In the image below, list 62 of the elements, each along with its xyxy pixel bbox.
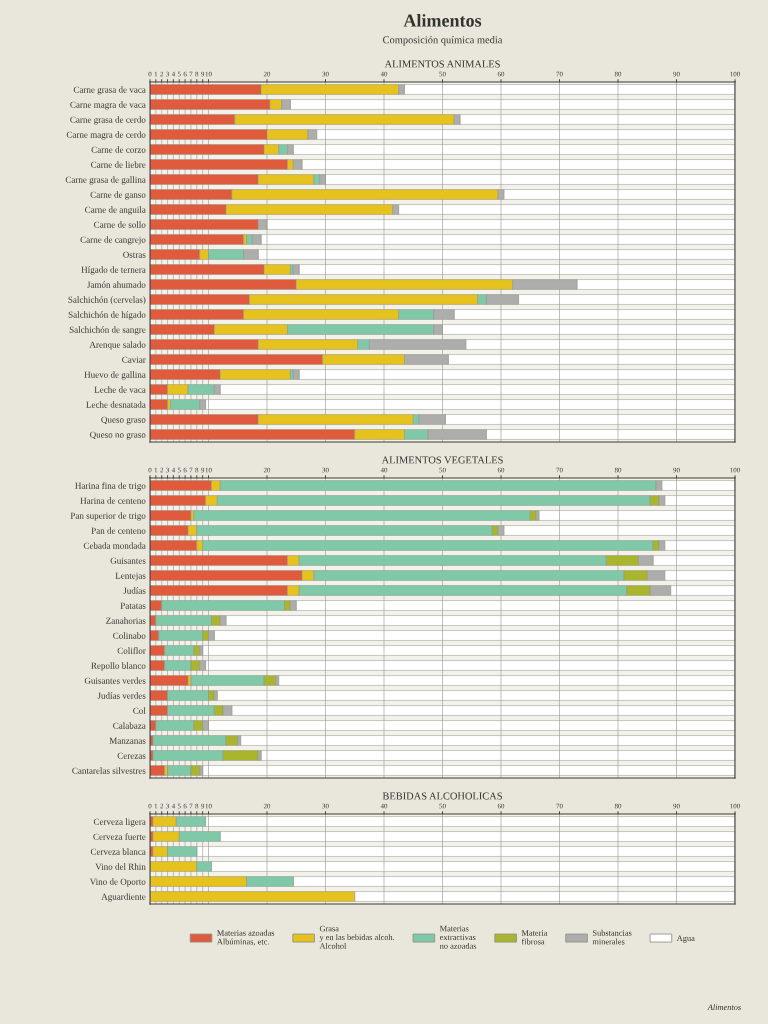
legend-label: Materias extractivas no azoadas <box>439 925 477 949</box>
y-tick-label: Calabaza <box>113 722 146 729</box>
y-tick-label: Carne de corzo <box>91 146 146 153</box>
y-tick-label: Col <box>133 707 146 714</box>
x-axis-title: ALIMENTOS ANIMALES <box>384 60 500 68</box>
y-tick-label: Salchichón de hígado <box>68 311 146 320</box>
y-tick-label: Queso graso <box>101 416 146 425</box>
y-tick-label: Caviar <box>122 356 146 363</box>
chart-title: Alimentos <box>403 14 482 27</box>
legend-label: Materias azoadas Albúminas, etc. <box>216 929 275 946</box>
y-tick-label: Carne de anguila <box>85 206 146 215</box>
y-tick-label: Repollo blanco <box>91 662 146 671</box>
y-tick-label: Harina fina de trigo <box>75 482 146 491</box>
y-tick-label: Guisantes verdes <box>84 677 146 684</box>
y-tick-label: Carne grasa de cerdo <box>70 116 146 125</box>
y-tick-label: Carne de liebre <box>91 161 146 168</box>
legend-label: Grasa y en las bebidas alcoh. Alcohol <box>319 925 395 949</box>
y-tick-label: Vino de Oporto <box>89 878 146 887</box>
y-tick-label: Cerezas <box>117 752 146 759</box>
y-tick-label: Judías verdes <box>97 692 146 699</box>
y-tick-label: Zanahorias <box>106 617 146 624</box>
y-tick-label: Patatas <box>120 602 146 609</box>
y-tick-label: Carne de cangrejo <box>80 236 146 245</box>
text: Alimentos <box>707 1004 741 1011</box>
y-tick-label: Cerveza fuerte <box>93 833 146 840</box>
y-tick-label: Pan superior de trigo <box>70 512 146 521</box>
y-tick-label: Cebada mondada <box>83 542 146 549</box>
y-tick-label: Leche de vaca <box>94 386 146 393</box>
y-tick-label: Judías <box>123 587 146 594</box>
y-tick-label: Aguardiente <box>101 893 146 902</box>
y-tick-label: Leche desnatada <box>86 401 146 408</box>
y-tick-label: Carne grasa de vaca <box>73 86 146 95</box>
legend-label: Materia fibrosa <box>521 930 548 945</box>
x-axis-title: BEBIDAS ALCOHOLICAS <box>382 792 502 800</box>
y-tick-label: Vino del Rhin <box>95 863 146 870</box>
y-tick-label: Jamón ahumado <box>87 281 146 288</box>
y-tick-label: Salchichón (cervelas) <box>68 296 146 305</box>
y-tick-label: Huevo de gallina <box>84 371 146 380</box>
y-tick-label: Arenque salado <box>89 341 146 350</box>
y-tick-label: Hígado de ternera <box>81 266 146 275</box>
y-tick-label: Cantarelas silvestres <box>72 767 146 774</box>
y-tick-label: Lentejas <box>115 572 146 581</box>
y-tick-label: Pan de centeno <box>91 527 146 534</box>
y-tick-label: Cerveza blanca <box>90 848 146 855</box>
y-tick-label: Salchichón de sangre <box>69 326 146 335</box>
y-tick-label: Colinabo <box>113 632 146 639</box>
y-tick-label: Manzanas <box>109 737 146 744</box>
y-tick-label: Queso no graso <box>90 431 146 440</box>
y-tick-label: Carne grasa de gallina <box>65 176 146 185</box>
x-axis-title: ALIMENTOS VEGETALES <box>381 456 503 464</box>
y-tick-label: Carne magra de vaca <box>70 101 146 110</box>
y-tick-label: Coliflor <box>117 647 146 654</box>
legend-label: Substancias minerales <box>592 929 632 945</box>
y-tick-label: Cerveza ligera <box>93 818 146 827</box>
y-tick-label: Carne de ganso <box>90 191 146 200</box>
y-tick-label: Harina de centeno <box>80 497 146 504</box>
chart-subtitle: Composición química media <box>383 36 503 46</box>
y-tick-label: Guisantes <box>110 557 146 564</box>
y-tick-label: Ostras <box>123 251 146 258</box>
y-tick-label: Carne magra de cerdo <box>66 131 146 140</box>
y-tick-label: Carne de sollo <box>94 221 146 228</box>
legend-label: Agua <box>676 935 695 943</box>
